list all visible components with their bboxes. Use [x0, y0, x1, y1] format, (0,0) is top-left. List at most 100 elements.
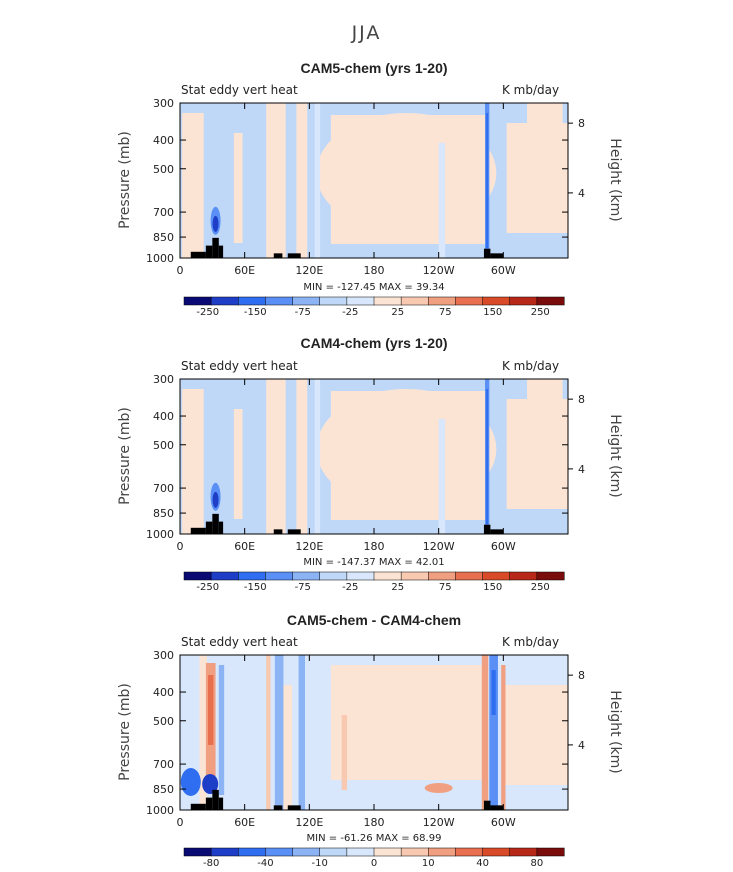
colorbar-swatch — [455, 296, 484, 306]
terrain — [205, 245, 213, 258]
panel-units-label: K mb/day — [502, 635, 560, 649]
colorbar-swatch — [509, 296, 538, 306]
terrain — [205, 797, 213, 810]
contour-region — [212, 491, 219, 508]
y-tick-label: 400 — [153, 134, 174, 147]
terrain — [273, 805, 283, 810]
panel-title: CAM5-chem - CAM4-chem — [286, 612, 462, 628]
colorbar-swatch — [210, 847, 239, 857]
colorbar-label: 0 — [371, 858, 377, 869]
x-tick-label: 60E — [234, 264, 255, 277]
x-tick-label: 60W — [491, 540, 516, 553]
x-tick-label: 120E — [295, 816, 323, 829]
contour-region — [266, 103, 286, 258]
contour-region — [527, 103, 563, 133]
contour-field — [180, 103, 568, 258]
colorbar-swatch — [509, 571, 538, 581]
contour-region — [199, 655, 207, 810]
y-tick-label: 300 — [153, 97, 174, 110]
x-tick-label: 120E — [295, 540, 323, 553]
x-tick-label: 180 — [364, 264, 385, 277]
colorbar-swatch — [428, 296, 456, 306]
panel-units-label: K mb/day — [502, 359, 560, 373]
terrain — [218, 521, 224, 534]
contour-region — [481, 655, 489, 810]
colorbar: -250 -150 -75 -25 25 75 150 250 — [183, 571, 565, 593]
colorbar-swatch — [292, 847, 321, 857]
y-tick-label: 850 — [153, 231, 174, 244]
colorbar-label: 150 — [483, 582, 502, 593]
colorbar-swatch — [455, 571, 484, 581]
colorbar-swatch — [536, 847, 565, 857]
colorbar-label: -25 — [342, 307, 358, 318]
x-tick-label: 60W — [491, 816, 516, 829]
colorbar-label: 150 — [483, 307, 502, 318]
contour-region — [233, 133, 243, 243]
colorbar-label: 75 — [439, 582, 452, 593]
height-tick-label: 8 — [578, 669, 585, 682]
contour-region — [503, 685, 568, 785]
x-tick-label: 60W — [491, 264, 516, 277]
x-tick-label: 0 — [177, 540, 184, 553]
y-tick-label: 700 — [153, 758, 174, 771]
colorbar-swatch — [373, 571, 402, 581]
y-tick-label: 500 — [153, 715, 174, 728]
contour-region — [298, 655, 306, 810]
height-tick-label: 4 — [578, 187, 585, 200]
contour-region — [266, 655, 271, 810]
colorbar-swatch — [346, 296, 375, 306]
colorbar-swatch — [400, 296, 429, 306]
plot-area: 300 400 500 700 850 1000 8 4 0 60E 120E 180 120W 60W — [146, 373, 585, 553]
colorbar-swatch — [536, 571, 565, 581]
colorbar-swatch — [373, 296, 402, 306]
terrain — [190, 527, 206, 534]
contour-region — [180, 768, 201, 796]
colorbar-label: -250 — [196, 307, 219, 318]
colorbar-swatch — [400, 571, 429, 581]
colorbar-swatch — [238, 296, 266, 306]
colorbar-swatch — [482, 571, 511, 581]
y-tick-label: 500 — [153, 439, 174, 452]
y-tick-label: 850 — [153, 507, 174, 520]
y-tick-label: 850 — [153, 783, 174, 796]
panel-title: CAM5-chem (yrs 1-20) — [300, 60, 448, 76]
terrain — [483, 248, 491, 258]
contour-region — [330, 665, 482, 780]
contour-region — [314, 103, 321, 258]
contour-field — [180, 379, 568, 534]
x-tick-label: 120W — [423, 816, 455, 829]
contour-region — [506, 123, 568, 233]
y-tick-label: 300 — [153, 373, 174, 386]
colorbar-label: 25 — [391, 582, 404, 593]
contour-region — [266, 379, 286, 534]
contour-region — [424, 783, 453, 793]
colorbar-swatch — [400, 847, 429, 857]
colorbar-swatch — [346, 847, 375, 857]
terrain — [218, 797, 224, 810]
contour-region — [438, 419, 446, 534]
contour-region — [274, 655, 284, 810]
y-tick-label: 1000 — [146, 804, 174, 817]
colorbar-label: -150 — [244, 307, 267, 318]
x-tick-label: 0 — [177, 816, 184, 829]
min-max-label: MIN = -127.45 MAX = 39.34 — [303, 282, 445, 293]
colorbar-swatch — [292, 571, 321, 581]
x-tick-label: 120W — [423, 540, 455, 553]
contour-region — [316, 113, 497, 233]
height-tick-label: 4 — [578, 463, 585, 476]
y-tick-label: 300 — [153, 649, 174, 662]
colorbar-swatch — [183, 296, 212, 306]
height-tick-label: 8 — [578, 393, 585, 406]
colorbar-label: 250 — [531, 582, 550, 593]
terrain — [483, 800, 491, 810]
colorbar-swatch — [265, 571, 294, 581]
terrain — [212, 513, 219, 534]
y-tick-label: 500 — [153, 163, 174, 176]
y-tick-label: 700 — [153, 482, 174, 495]
x-tick-label: 120E — [295, 264, 323, 277]
y-tick-label: 1000 — [146, 528, 174, 541]
x-tick-label: 180 — [364, 540, 385, 553]
contour-region — [486, 389, 489, 524]
